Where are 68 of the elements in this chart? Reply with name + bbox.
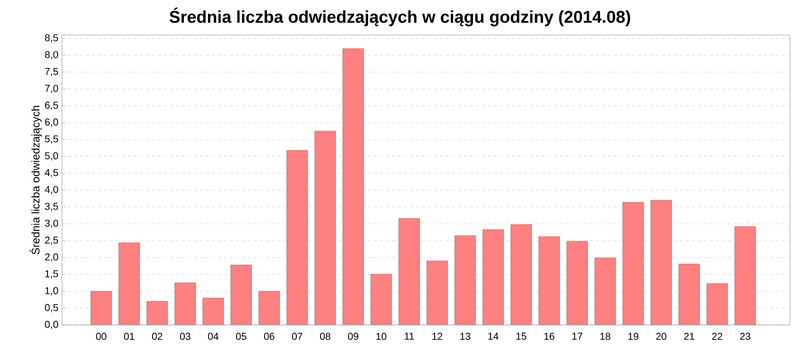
bar [230, 264, 252, 325]
x-tick-label: 11 [404, 332, 414, 340]
x-tick-label: 02 [152, 332, 162, 340]
bar [202, 298, 224, 325]
x-tick-label: 15 [516, 332, 526, 340]
x-tick-label: 14 [488, 332, 498, 340]
bar [426, 260, 448, 325]
bar [314, 131, 336, 325]
bar [90, 291, 112, 325]
x-tick-label: 01 [124, 332, 134, 340]
x-tick-label: 10 [376, 332, 386, 340]
bar [650, 200, 672, 325]
y-tick-label: 0,5 [44, 304, 58, 312]
x-tick-label: 16 [544, 332, 554, 340]
x-tick-label: 09 [348, 332, 358, 340]
y-tick-label: 6,5 [45, 102, 58, 110]
x-tick-label: 06 [264, 332, 274, 340]
bar [538, 236, 560, 325]
bar [286, 150, 308, 325]
x-tick-label: 13 [460, 332, 470, 340]
bar [118, 242, 140, 325]
bar [594, 258, 616, 325]
bar [706, 284, 728, 325]
y-tick-label: 8,5 [45, 34, 58, 43]
x-tick-label: 21 [684, 332, 694, 340]
bar [734, 226, 756, 325]
bar [174, 282, 196, 325]
bar [370, 274, 392, 325]
x-tick-label: 12 [432, 332, 442, 340]
x-tick-label: 05 [236, 332, 246, 340]
x-tick-label: 18 [600, 332, 610, 340]
y-tick-label: 0,0 [44, 320, 58, 330]
bar [146, 301, 168, 325]
y-tick-label: 7,0 [45, 84, 58, 94]
y-tick-label: 3,0 [44, 220, 58, 228]
y-tick-label: 5,5 [44, 135, 58, 144]
bar [678, 264, 700, 325]
bar [342, 48, 364, 325]
bar [482, 230, 504, 325]
bar [566, 241, 588, 325]
bar [258, 291, 280, 325]
x-tick-label: 22 [712, 332, 722, 340]
y-tick-label: 1,5 [45, 270, 58, 278]
x-tick-label: 07 [292, 332, 302, 340]
y-axis-title: Średnia liczba odwiedzających [30, 106, 42, 254]
y-tick-label: 2,5 [45, 236, 58, 245]
x-tick-label: 00 [96, 332, 106, 340]
bar [398, 218, 420, 325]
y-tick-label: 6,0 [45, 118, 58, 127]
y-tick-label: 8,0 [45, 51, 58, 60]
y-tick-label: 5,0 [44, 152, 58, 161]
x-tick-label: 03 [180, 332, 190, 340]
x-tick-label: 08 [320, 332, 330, 340]
x-tick-label: 19 [628, 332, 638, 340]
y-tick-label: 4,5 [44, 169, 58, 178]
chart-title: Średnia liczba odwiedzających w ciągu godziny (2014.08) [170, 8, 630, 26]
y-tick-label: 4,0 [44, 186, 58, 194]
y-tick-label: 2,0 [45, 253, 58, 262]
x-tick-label: 17 [572, 332, 582, 340]
bar [510, 224, 532, 325]
x-tick-label: 20 [656, 332, 666, 340]
x-tick-label: 23 [740, 332, 750, 340]
bar [454, 236, 476, 325]
y-tick-label: 1,0 [45, 287, 58, 296]
bar [622, 202, 644, 325]
x-tick-label: 04 [208, 332, 218, 340]
y-tick-label: 7,5 [45, 68, 58, 76]
y-tick-label: 3,5 [44, 202, 58, 212]
